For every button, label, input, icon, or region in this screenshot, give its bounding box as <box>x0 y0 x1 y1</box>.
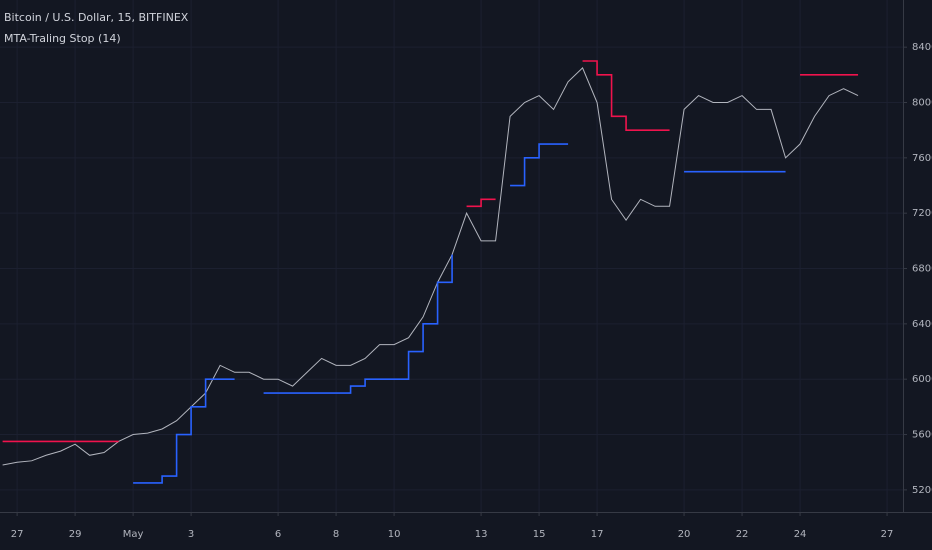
y-tick-label: 7200.0 <box>912 208 932 219</box>
y-tick-label: 8000.0 <box>912 98 932 109</box>
x-tick-label: 29 <box>69 529 82 540</box>
chart-title: Bitcoin / U.S. Dollar, 15, BITFINEX <box>4 11 189 24</box>
y-tick-label: 6400.0 <box>912 319 932 330</box>
x-tick-label: 13 <box>475 529 488 540</box>
y-tick-label: 7600.0 <box>912 153 932 164</box>
x-tick-label: May <box>123 529 144 540</box>
x-tick-label: 27 <box>11 529 24 540</box>
x-tick-label: 22 <box>736 529 749 540</box>
x-tick-label: 3 <box>188 529 194 540</box>
x-tick-label: 20 <box>678 529 691 540</box>
y-tick-label: 6000.0 <box>912 374 932 385</box>
price-line <box>2 67 859 466</box>
stop-line <box>2 60 859 443</box>
x-tick-label: 15 <box>533 529 546 540</box>
y-tick-label: 5200.0 <box>912 485 932 496</box>
y-tick-label: 8400.0 <box>912 42 932 53</box>
plot <box>2 60 859 484</box>
y-tick-label: 6800.0 <box>912 264 932 275</box>
indicator-legend: MTA-Traling Stop (14) <box>4 32 121 45</box>
x-tick-label: 8 <box>333 529 339 540</box>
x-tick-label: 10 <box>388 529 401 540</box>
x-tick-label: 24 <box>794 529 807 540</box>
x-tick-label: 6 <box>275 529 281 540</box>
x-tick-label: 27 <box>881 529 894 540</box>
stop-line <box>133 143 786 484</box>
x-tick-label: 17 <box>591 529 604 540</box>
grid <box>0 0 903 512</box>
y-tick-label: 5600.0 <box>912 430 932 441</box>
